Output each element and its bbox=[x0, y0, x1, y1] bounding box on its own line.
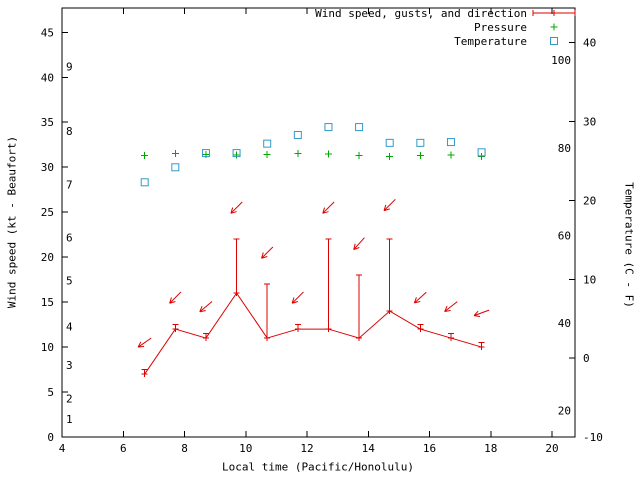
temperature-point bbox=[416, 138, 425, 147]
y-tick-label: 35 bbox=[41, 116, 54, 129]
x-tick-label: 12 bbox=[300, 442, 313, 455]
y-tick-label: 40 bbox=[41, 71, 54, 84]
y-tick-label: 45 bbox=[41, 26, 54, 39]
y-tick-label: 10 bbox=[41, 341, 54, 354]
x-tick-label: 4 bbox=[59, 442, 66, 455]
f-tick-label: 40 bbox=[558, 317, 571, 330]
wind-direction-arrowhead bbox=[261, 252, 264, 259]
beaufort-label: 1 bbox=[66, 413, 73, 426]
c-tick-label: 20 bbox=[583, 194, 596, 207]
plot-border bbox=[61, 7, 576, 438]
wind-direction-arrow bbox=[414, 291, 427, 304]
wind-direction-arrowhead bbox=[292, 301, 299, 304]
wind-direction-arrowhead bbox=[322, 211, 329, 214]
wind-direction-arrow bbox=[353, 237, 365, 250]
wind-direction-arrowhead bbox=[230, 207, 234, 214]
x-axis-label: Local time (Pacific/Honolulu) bbox=[221, 460, 415, 474]
wind-direction-arrowhead bbox=[291, 297, 295, 304]
f-tick-label: 100 bbox=[551, 54, 571, 67]
x-tick-label: 10 bbox=[239, 442, 252, 455]
c-tick-label: 40 bbox=[583, 37, 596, 50]
wind-direction-arrowhead bbox=[383, 204, 387, 211]
wind-direction-arrowhead bbox=[137, 341, 142, 348]
c-tick-label: 30 bbox=[583, 116, 596, 129]
legend-sample-marker bbox=[550, 37, 558, 45]
c-tick-label: -10 bbox=[583, 431, 603, 444]
wind-direction-arrowhead bbox=[414, 301, 421, 304]
beaufort-label: 7 bbox=[66, 178, 73, 191]
temperature-point bbox=[446, 138, 455, 147]
wind-direction-arrow bbox=[444, 301, 458, 312]
beaufort-label: 2 bbox=[66, 392, 73, 405]
beaufort-label: 6 bbox=[66, 231, 73, 244]
wind-direction-arrowhead bbox=[199, 305, 203, 312]
temperature-point bbox=[263, 139, 272, 148]
temperature-point bbox=[355, 123, 364, 132]
wind-direction-arrowhead bbox=[444, 305, 448, 312]
y-tick-label: 0 bbox=[47, 431, 54, 444]
legend-label: Pressure bbox=[474, 21, 527, 34]
temperature-point bbox=[171, 163, 180, 172]
wind-direction-arrowhead bbox=[474, 315, 481, 317]
wind-direction-arrow bbox=[473, 309, 490, 317]
wind-direction-arrowhead bbox=[444, 309, 451, 313]
y-tick-label: 20 bbox=[41, 251, 54, 264]
beaufort-label: 9 bbox=[66, 60, 73, 73]
c-tick-label: 10 bbox=[583, 273, 596, 286]
temperature-point bbox=[385, 138, 394, 147]
wind-direction-arrow bbox=[261, 246, 274, 259]
wind-direction-arrow bbox=[199, 301, 213, 313]
y-tick-label: 15 bbox=[41, 296, 54, 309]
temperature-point bbox=[477, 148, 486, 157]
wind-direction-arrow bbox=[137, 337, 152, 348]
wind-direction-arrowhead bbox=[230, 211, 237, 214]
wind-direction-arrowhead bbox=[138, 345, 145, 348]
wind-speed-line bbox=[144, 292, 482, 375]
wind-direction-arrowhead bbox=[199, 309, 206, 313]
wind-direction-arrow bbox=[230, 201, 243, 214]
wind-direction-arrowhead bbox=[473, 310, 479, 316]
x-tick-label: 14 bbox=[362, 442, 376, 455]
beaufort-label: 4 bbox=[66, 320, 73, 333]
x-tick-label: 6 bbox=[120, 442, 127, 455]
wind-direction-arrowhead bbox=[413, 297, 417, 304]
f-tick-label: 80 bbox=[558, 142, 571, 155]
x-tick-label: 16 bbox=[423, 442, 436, 455]
legend-label: Temperature bbox=[454, 35, 527, 48]
temperature-point bbox=[293, 130, 302, 139]
temperature-point bbox=[140, 178, 149, 187]
wind-direction-arrowhead bbox=[322, 207, 326, 214]
f-tick-label: 20 bbox=[558, 405, 571, 418]
y-tick-label: 5 bbox=[47, 386, 54, 399]
temperature-point bbox=[324, 123, 333, 132]
y-tick-label: 25 bbox=[41, 206, 54, 219]
wind-direction-arrowhead bbox=[383, 208, 390, 212]
y2-axis-label: Temperature (C - F) bbox=[622, 182, 636, 308]
wind-direction-arrow bbox=[383, 198, 396, 211]
beaufort-label: 8 bbox=[66, 125, 73, 138]
beaufort-label: 5 bbox=[66, 275, 73, 288]
beaufort-label: 3 bbox=[66, 359, 73, 372]
wind-direction-arrow bbox=[291, 291, 304, 304]
f-tick-label: 60 bbox=[558, 229, 571, 242]
legend-label: Wind speed, gusts, and direction bbox=[315, 7, 527, 20]
wind-direction-arrow bbox=[169, 291, 182, 304]
wind-direction-arrow bbox=[322, 201, 335, 214]
c-tick-label: 0 bbox=[583, 352, 590, 365]
x-tick-label: 18 bbox=[484, 442, 497, 455]
y-tick-label: 30 bbox=[41, 161, 54, 174]
temperature-point bbox=[232, 149, 241, 158]
x-tick-label: 20 bbox=[545, 442, 558, 455]
wind-direction-arrowhead bbox=[169, 297, 172, 304]
x-tick-label: 8 bbox=[181, 442, 188, 455]
temperature-point bbox=[201, 149, 210, 158]
wind-direction-arrowhead bbox=[353, 247, 360, 251]
wind-direction-arrowhead bbox=[353, 243, 356, 250]
y-axis-label: Wind speed (kt - Beaufort) bbox=[5, 135, 19, 309]
wind-direction-arrowhead bbox=[261, 256, 268, 259]
wind-direction-arrowhead bbox=[169, 301, 176, 304]
